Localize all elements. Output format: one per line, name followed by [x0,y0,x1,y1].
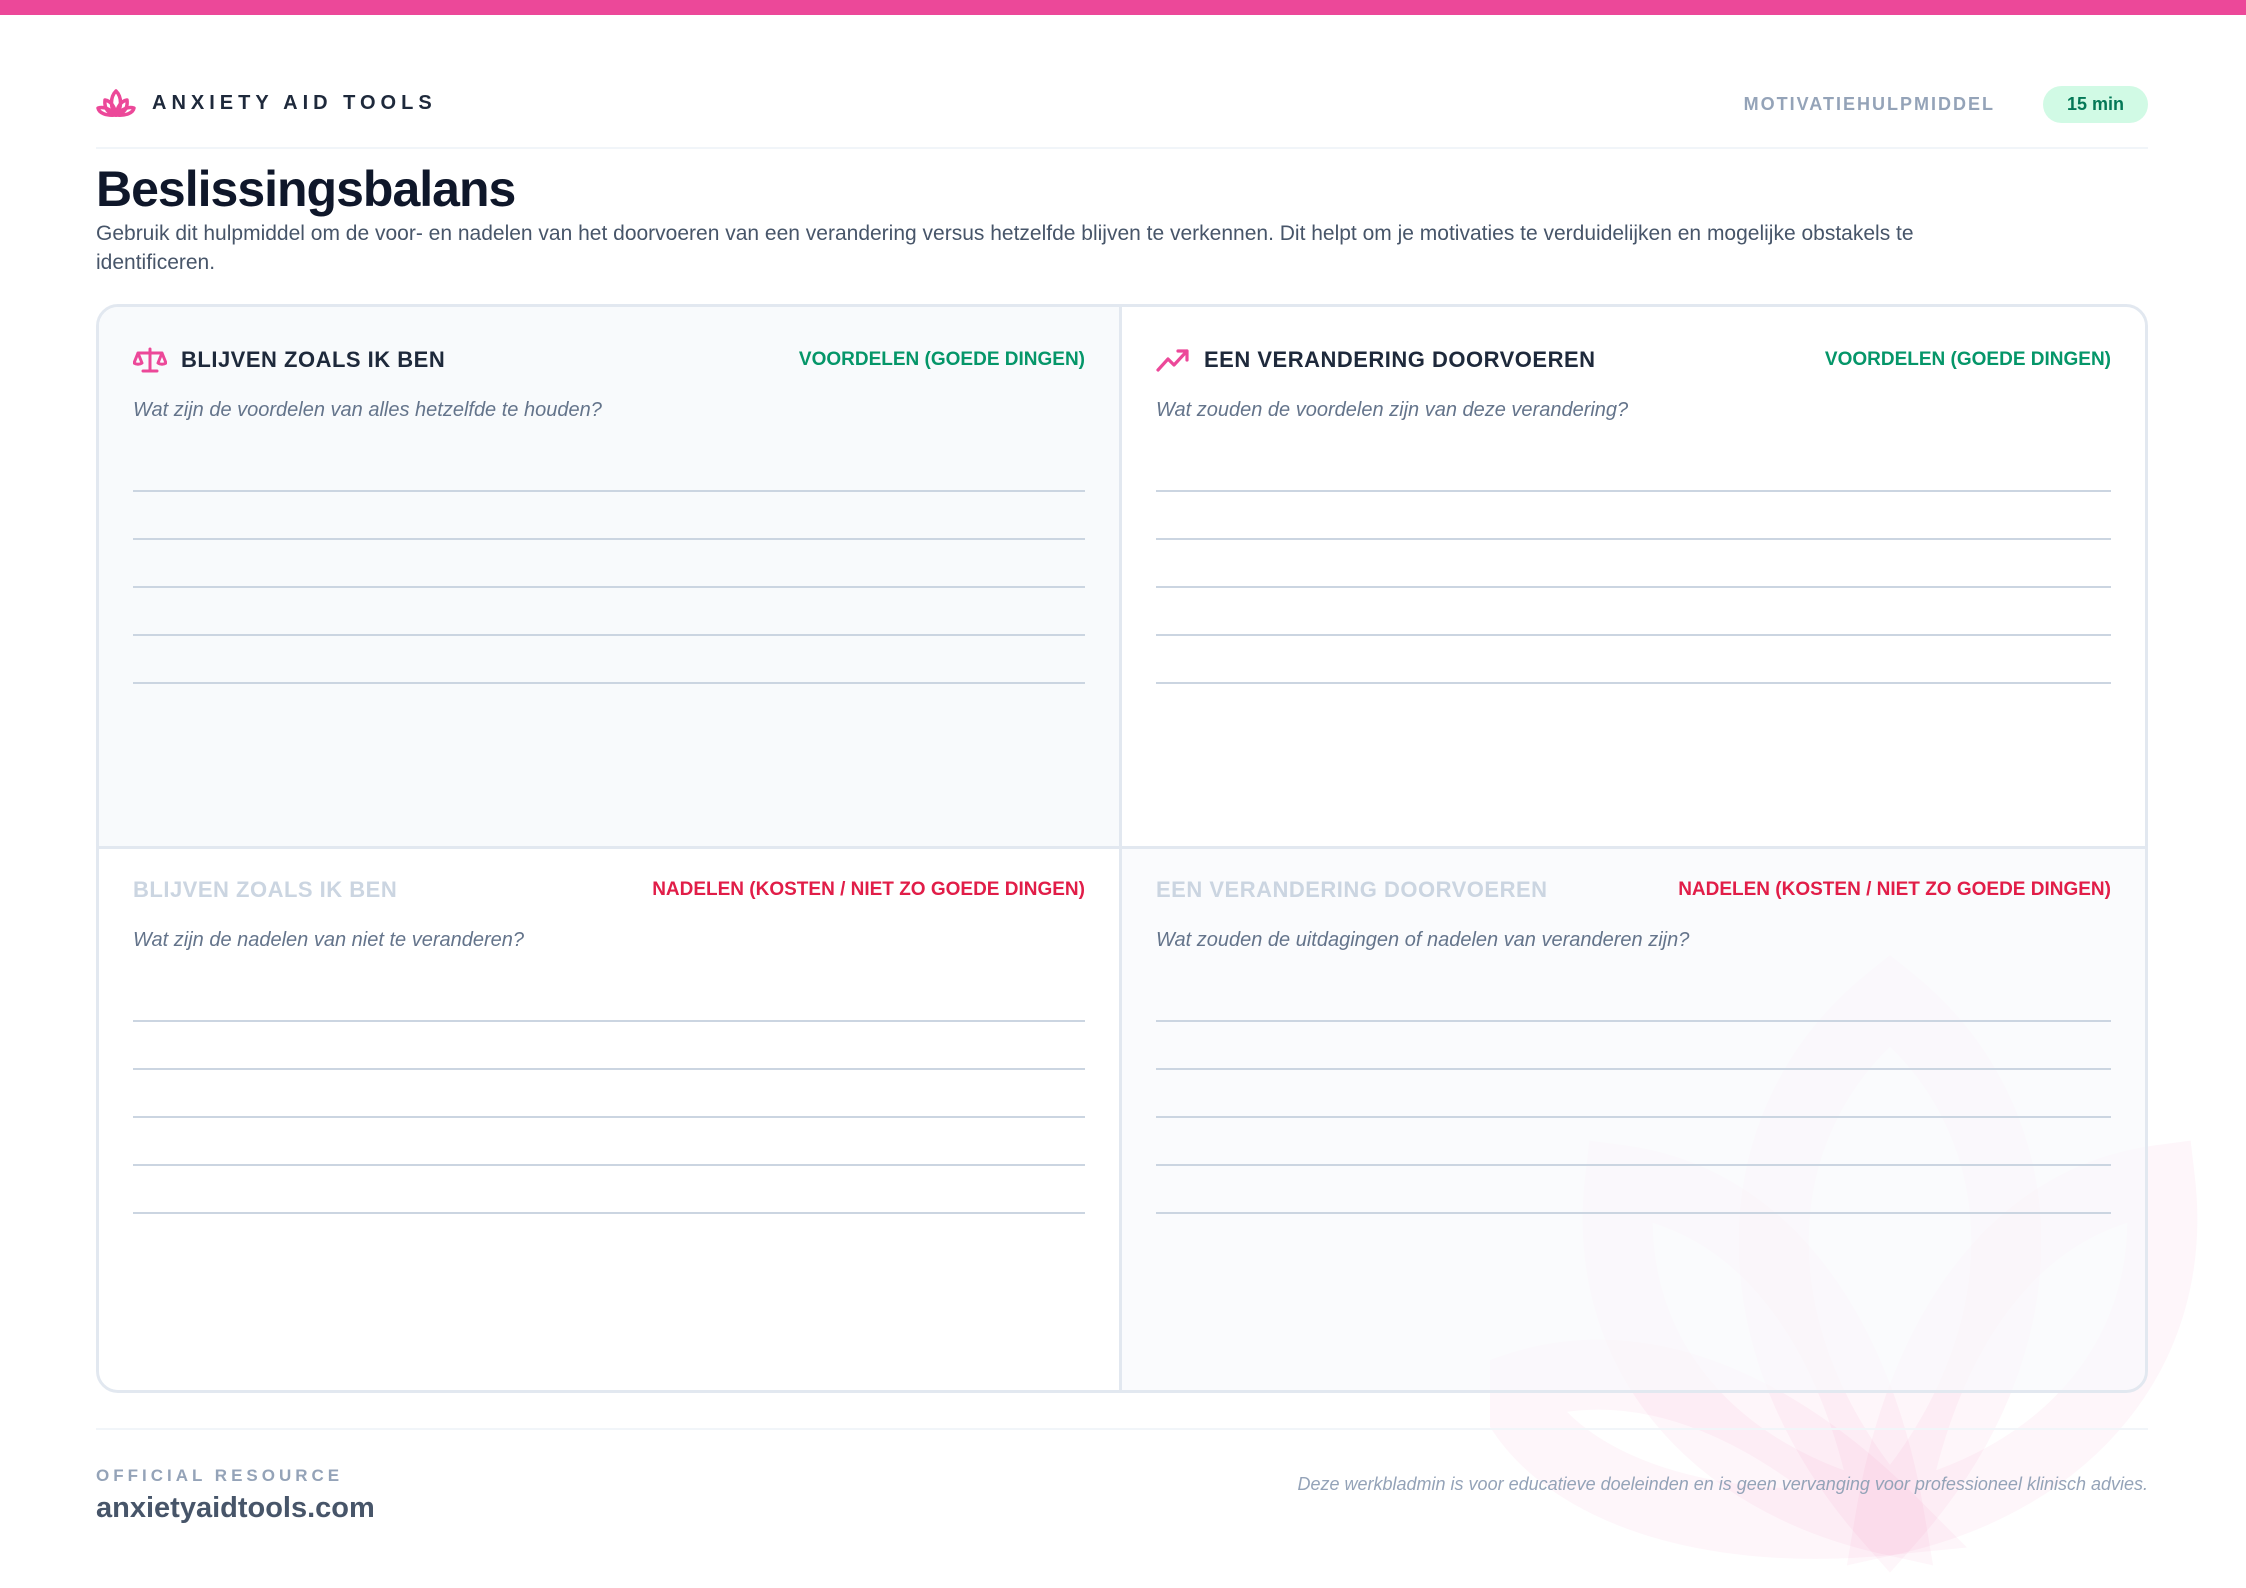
footer-site-link[interactable]: anxietyaidtools.com [96,1492,375,1524]
write-line[interactable] [133,492,1085,540]
brand-name: ANXIETY AID TOOLS [152,91,437,114]
cons-tag: NADELEN (KOSTEN / NIET ZO GOEDE DINGEN) [1678,878,2111,900]
quadrant-question: Wat zijn de voordelen van alles hetzelfd… [133,399,602,421]
category-label: MOTIVATIEHULPMIDDEL [1743,94,1995,114]
write-line[interactable] [1156,974,2111,1022]
write-line[interactable] [133,444,1085,492]
write-line[interactable] [133,974,1085,1022]
write-line[interactable] [133,1118,1085,1166]
pros-tag: VOORDELEN (GOEDE DINGEN) [798,349,1085,370]
write-line[interactable] [1156,1118,2111,1166]
quadrant-change-pros: EEN VERANDERING DOORVOEREN VOORDELEN (GO… [1122,307,2145,849]
cons-tag: NADELEN (KOSTEN / NIET ZO GOEDE DINGEN) [652,878,1085,900]
brand: ANXIETY AID TOOLS [96,88,437,118]
decision-grid: BLIJVEN ZOALS IK BEN VOORDELEN (GOEDE DI… [96,304,2148,1393]
write-line[interactable] [133,1070,1085,1118]
write-line[interactable] [1156,1166,2111,1214]
page-title: Beslissingsbalans [96,161,516,217]
write-line[interactable] [1156,1022,2111,1070]
write-line[interactable] [1156,492,2111,540]
write-line[interactable] [133,636,1085,684]
scale-icon [133,347,167,373]
write-line[interactable] [1156,1070,2111,1118]
write-line[interactable] [133,588,1085,636]
write-line[interactable] [133,1022,1085,1070]
quadrant-title: EEN VERANDERING DOORVOEREN [1156,876,1548,902]
write-line[interactable] [133,540,1085,588]
duration-badge: 15 min [2042,86,2148,123]
page-description: Gebruik dit hulpmiddel om de voor- en na… [96,222,1914,274]
footer-divider [96,1428,2148,1430]
top-accent-bar [0,0,2246,15]
quadrant-stay-cons: BLIJVEN ZOALS IK BEN NADELEN (KOSTEN / N… [99,848,1122,1390]
quadrant-title: BLIJVEN ZOALS IK BEN [133,876,398,902]
quadrant-change-cons: EEN VERANDERING DOORVOEREN NADELEN (KOST… [1122,848,2145,1390]
trending-up-icon [1156,349,1189,372]
quadrant-question: Wat zijn de nadelen van niet te verander… [133,928,525,951]
write-line[interactable] [1156,540,2111,588]
quadrant-question: Wat zouden de voordelen zijn van deze ve… [1156,399,1629,421]
header-divider [96,147,2148,149]
quadrant-title: BLIJVEN ZOALS IK BEN [181,347,446,372]
write-line[interactable] [1156,588,2111,636]
quadrant-question: Wat zouden de uitdagingen of nadelen van… [1156,928,1690,951]
footer-label: OFFICIAL RESOURCE [96,1466,344,1485]
quadrant-stay-pros: BLIJVEN ZOALS IK BEN VOORDELEN (GOEDE DI… [99,307,1122,849]
write-line[interactable] [1156,636,2111,684]
pros-tag: VOORDELEN (GOEDE DINGEN) [1824,349,2111,370]
write-line[interactable] [1156,444,2111,492]
quadrant-title: EEN VERANDERING DOORVOEREN [1204,347,1596,372]
footer-disclaimer: Deze werkbladmin is voor educatieve doel… [1297,1474,2149,1494]
write-line[interactable] [133,1166,1085,1214]
lotus-icon [96,89,136,117]
